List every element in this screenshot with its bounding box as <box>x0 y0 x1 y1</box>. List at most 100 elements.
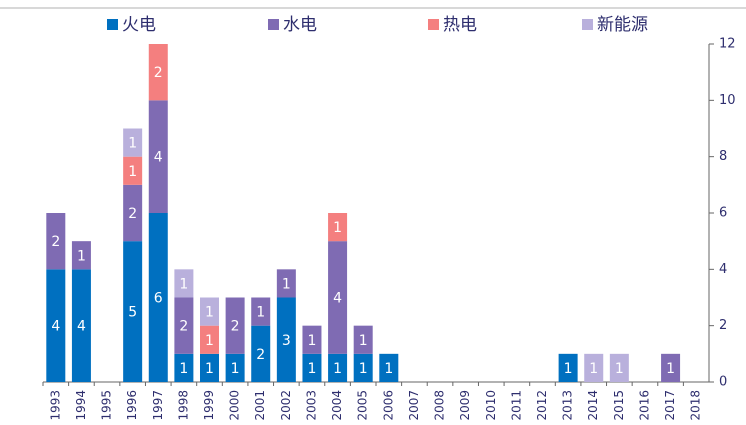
x-tick-label: 2009 <box>458 390 472 421</box>
bar-segment <box>46 213 66 270</box>
bar-segment <box>71 269 91 382</box>
legend-label: 火电 <box>122 15 156 35</box>
value-label: 4 <box>51 319 60 335</box>
bar-segment <box>328 213 348 242</box>
bar-segment <box>200 325 219 354</box>
value-label: 1 <box>179 276 188 292</box>
value-label: 2 <box>179 319 188 335</box>
x-tick-label: 2011 <box>509 390 523 421</box>
bar-segment <box>251 297 271 326</box>
value-label: 4 <box>154 150 163 166</box>
value-label: 1 <box>308 333 317 349</box>
bar-segment <box>123 184 143 242</box>
value-label: 1 <box>231 361 240 377</box>
value-label: 4 <box>333 291 342 307</box>
bar-segment <box>225 353 245 382</box>
bar-segment <box>200 297 219 326</box>
value-label: 2 <box>51 234 60 250</box>
value-label: 4 <box>77 319 86 335</box>
y-tick-label: 4 <box>719 262 727 277</box>
value-label: 1 <box>308 361 317 377</box>
x-tick-label: 2014 <box>586 390 600 421</box>
value-label: 1 <box>205 361 214 377</box>
value-label: 1 <box>359 333 368 349</box>
x-tick-label: 2008 <box>433 390 447 421</box>
y-tick-label: 0 <box>719 375 727 390</box>
bar-segment <box>200 353 219 382</box>
legend-label: 水电 <box>283 15 317 35</box>
value-label: 1 <box>564 361 573 377</box>
value-label: 1 <box>179 361 188 377</box>
value-label: 1 <box>205 305 214 321</box>
value-label: 1 <box>359 361 368 377</box>
value-label: 2 <box>256 347 265 363</box>
value-label: 5 <box>128 305 137 321</box>
bar-segment <box>276 269 296 298</box>
x-tick-label: 2004 <box>330 390 344 421</box>
value-label: 1 <box>282 276 291 292</box>
y-tick-label: 10 <box>719 93 736 108</box>
x-tick-label: 2013 <box>561 390 575 421</box>
bar-segment <box>174 353 194 382</box>
bar-segment <box>225 297 245 354</box>
x-tick-label: 2001 <box>253 390 267 421</box>
value-label: 2 <box>231 319 240 335</box>
y-tick-label: 8 <box>719 149 727 164</box>
value-label: 1 <box>333 220 342 236</box>
bar-segment <box>328 353 348 382</box>
x-tick-label: 2002 <box>279 390 293 421</box>
bar-segment <box>558 353 578 382</box>
value-label: 1 <box>256 305 265 321</box>
x-tick-label: 1995 <box>100 390 114 421</box>
bar-segment <box>148 213 168 382</box>
legend-label: 热电 <box>443 15 477 35</box>
bar-segment <box>353 353 373 382</box>
y-tick-label: 2 <box>719 318 727 333</box>
x-tick-label: 1994 <box>74 390 88 421</box>
y-tick-label: 12 <box>719 37 736 52</box>
value-label: 2 <box>154 65 163 81</box>
bar-segment <box>276 297 296 382</box>
value-label: 1 <box>589 361 598 377</box>
x-tick-label: 2018 <box>689 390 703 421</box>
legend-swatch <box>582 19 593 30</box>
value-label: 1 <box>128 136 137 152</box>
legend-label: 新能源 <box>597 15 648 35</box>
legend-swatch <box>107 19 118 30</box>
x-tick-label: 2016 <box>637 390 651 421</box>
legend-swatch <box>268 19 279 30</box>
value-label: 3 <box>282 333 291 349</box>
x-tick-label: 2000 <box>228 390 242 421</box>
bar-segment <box>328 241 348 354</box>
x-tick-label: 2012 <box>535 390 549 421</box>
bar-segment <box>379 353 399 382</box>
bar-segment <box>302 353 322 382</box>
x-tick-label: 2003 <box>304 390 318 421</box>
x-tick-label: 2005 <box>356 390 370 421</box>
value-label: 1 <box>666 361 675 377</box>
value-label: 1 <box>333 361 342 377</box>
x-tick-label: 2006 <box>381 390 395 421</box>
x-tick-label: 2015 <box>612 390 626 421</box>
value-label: 1 <box>77 248 86 264</box>
value-label: 2 <box>128 206 137 222</box>
x-tick-label: 1997 <box>151 390 165 421</box>
bar-segment <box>148 100 168 213</box>
value-label: 1 <box>205 333 214 349</box>
bar-segment <box>661 353 681 382</box>
bar-segment <box>174 297 194 354</box>
bar-segment <box>353 325 373 354</box>
bar-segment <box>71 241 91 270</box>
bar-segment <box>174 269 194 298</box>
value-label: 1 <box>615 361 624 377</box>
x-tick-label: 1999 <box>202 390 216 421</box>
bar-segment <box>46 269 66 382</box>
x-tick-label: 1998 <box>176 390 190 421</box>
bar-segment <box>148 44 168 101</box>
value-label: 6 <box>154 291 163 307</box>
bar-segment <box>609 353 629 382</box>
y-tick-label: 6 <box>719 206 727 221</box>
value-label: 1 <box>384 361 393 377</box>
bar-segment <box>302 325 322 354</box>
